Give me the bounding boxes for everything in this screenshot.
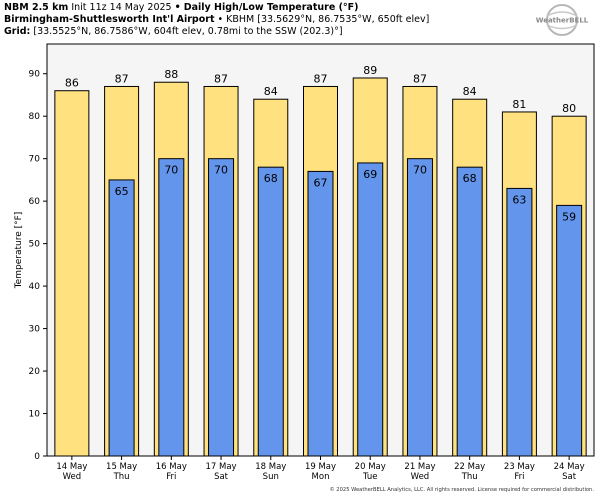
low-temp-label: 59: [562, 210, 576, 223]
x-tick-weekday: Mon: [312, 472, 330, 482]
high-temp-label: 86: [65, 77, 79, 90]
x-tick-date: 17 May: [205, 462, 236, 472]
low-temp-bar: [158, 158, 185, 457]
low-temp-bar: [357, 162, 384, 457]
high-temp-label: 84: [264, 85, 278, 98]
low-temp-bar: [456, 166, 483, 457]
low-temp-label: 68: [264, 172, 278, 185]
y-tick-label: 0: [34, 452, 40, 462]
high-temp-bar: [54, 90, 90, 457]
grid-info: [33.5525°N, 86.7586°W, 604ft elev, 0.78m…: [33, 26, 343, 37]
y-axis: 0 10 20 30 40 50 60 70 80 90: [29, 70, 47, 462]
x-tick-weekday: Fri: [514, 472, 524, 482]
y-axis-label: Temperature [°F]: [14, 212, 24, 290]
y-tick-label: 10: [29, 410, 41, 420]
x-tick-weekday: Thu: [461, 472, 478, 482]
x-tick-weekday: Tue: [362, 472, 378, 482]
model-name: NBM 2.5 km: [4, 2, 69, 13]
low-temp-label: 68: [463, 172, 477, 185]
weatherbell-logo: WeatherBELL: [536, 4, 589, 36]
y-tick-label: 50: [29, 240, 41, 250]
header-line-3: Grid: [33.5525°N, 86.7586°W, 604ft elev,…: [4, 26, 343, 38]
x-tick-date: 18 May: [255, 462, 286, 472]
high-temp-label: 87: [115, 72, 129, 85]
x-tick-date: 23 May: [504, 462, 535, 472]
y-tick-label: 30: [29, 325, 41, 335]
separator: •: [174, 2, 181, 13]
x-tick-weekday: Wed: [411, 472, 430, 482]
copyright-text: © 2025 WeatherBELL Analytics, LLC. All r…: [329, 486, 594, 493]
y-tick-label: 40: [29, 282, 41, 292]
x-tick-weekday: Sat: [562, 472, 577, 482]
y-tick-label: 20: [29, 367, 41, 377]
svg-text:WeatherBELL: WeatherBELL: [536, 17, 589, 25]
x-tick-date: 24 May: [554, 462, 585, 472]
low-temp-bar: [108, 179, 135, 457]
low-temp-label: 70: [164, 164, 178, 177]
header-line-1: NBM 2.5 km Init 11z 14 May 2025 • Daily …: [4, 2, 359, 14]
high-temp-label: 80: [562, 102, 576, 115]
low-temp-label: 67: [314, 176, 328, 189]
low-temp-label: 63: [512, 193, 526, 206]
low-temp-bar: [506, 187, 533, 457]
bars: 86 87 65 88 70 87 70 84 68 87 67 89 69 87 70 84 68 81 63 80…: [54, 64, 587, 457]
x-tick-date: 15 May: [106, 462, 137, 472]
high-temp-label: 88: [164, 68, 178, 81]
header-line-2: Birmingham-Shuttlesworth Int'l Airport •…: [4, 14, 429, 26]
x-tick-weekday: Sun: [263, 472, 279, 482]
x-tick-weekday: Thu: [113, 472, 130, 482]
low-temp-label: 69: [363, 168, 377, 181]
chart-title: Daily High/Low Temperature (°F): [183, 2, 359, 13]
x-tick-date: 14 May: [56, 462, 87, 472]
high-temp-label: 87: [413, 72, 427, 85]
x-tick-date: 21 May: [404, 462, 435, 472]
low-temp-bar: [556, 204, 583, 457]
x-tick-weekday: Fri: [166, 472, 176, 482]
x-tick-date: 22 May: [454, 462, 485, 472]
x-tick-date: 20 May: [355, 462, 386, 472]
grid-label: Grid:: [4, 26, 31, 37]
station-name: Birmingham-Shuttlesworth Int'l Airport: [4, 14, 215, 25]
low-temp-bar: [257, 166, 284, 457]
low-temp-bar: [208, 158, 235, 457]
high-temp-label: 87: [214, 72, 228, 85]
init-time: Init 11z 14 May 2025: [71, 2, 172, 13]
separator: •: [217, 14, 224, 25]
station-info: KBHM [33.5629°N, 86.7535°W, 650ft elev]: [226, 14, 430, 25]
x-tick-date: 19 May: [305, 462, 336, 472]
y-tick-label: 80: [29, 112, 41, 122]
high-temp-label: 81: [512, 98, 526, 111]
high-temp-label: 87: [314, 72, 328, 85]
low-temp-label: 70: [214, 164, 228, 177]
low-temp-label: 70: [413, 164, 427, 177]
x-tick-weekday: Wed: [63, 472, 82, 482]
y-tick-label: 60: [29, 197, 41, 207]
low-temp-label: 65: [115, 185, 129, 198]
y-tick-label: 90: [29, 70, 41, 80]
low-temp-bar: [307, 170, 334, 457]
y-tick-label: 70: [29, 155, 41, 165]
low-temp-bar: [406, 158, 433, 457]
x-tick-weekday: Sat: [214, 472, 229, 482]
x-tick-date: 16 May: [156, 462, 187, 472]
high-temp-label: 89: [363, 64, 377, 77]
high-temp-label: 84: [463, 85, 477, 98]
